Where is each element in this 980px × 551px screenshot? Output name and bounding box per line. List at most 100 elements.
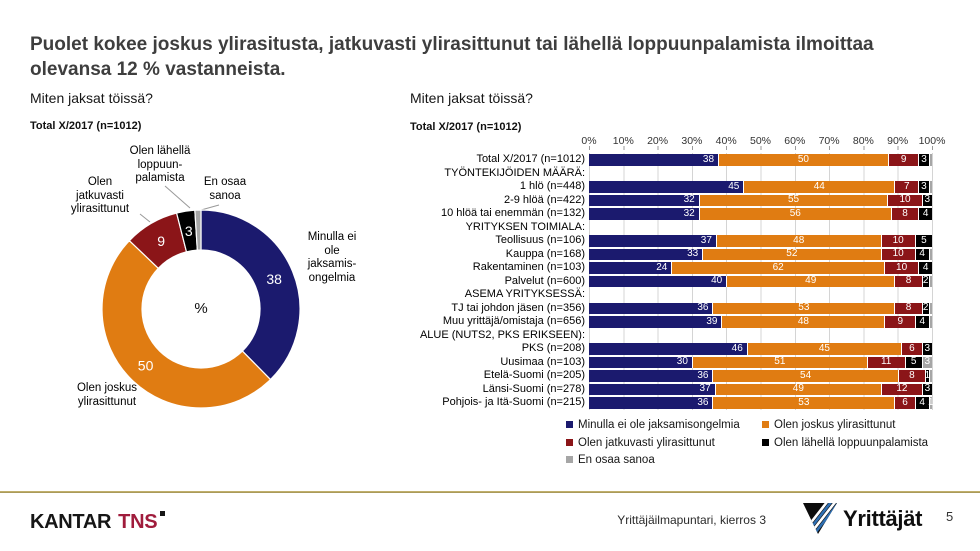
bar-value-label: 37 — [699, 383, 711, 395]
bar-segment-orange: 55 — [698, 194, 888, 206]
bar-segment-dark_red: 12 — [881, 383, 922, 395]
page-number: 5 — [946, 509, 954, 524]
stacked-bar: 37 49 12 3 — [589, 383, 932, 395]
bar-group-header-row: ALUE (NUTS2, PKS ERIKSEEN): — [410, 329, 934, 343]
report-label: Yrittäjäilmapuntari, kierros 3 — [617, 513, 766, 527]
bar-value-label: 32 — [683, 207, 695, 219]
donut-value-label: 9 — [157, 233, 165, 249]
donut-question: Miten jaksat töissä? — [30, 90, 153, 106]
bar-row: Länsi-Suomi (n=278) 37 49 12 3 — [410, 383, 934, 397]
bar-value-label: 24 — [656, 261, 668, 273]
bar-value-label: 5 — [921, 234, 927, 246]
bar-row: Etelä-Suomi (n=205) 36 54 8 1 — [410, 369, 934, 383]
bar-segment-orange: 44 — [743, 180, 895, 193]
bar-segment-navy: 38 — [589, 154, 719, 166]
bar-value-label: 12 — [896, 383, 908, 395]
donut-center-label: % — [194, 300, 208, 317]
bar-value-label: 36 — [697, 396, 709, 408]
bar-value-label: 49 — [792, 383, 804, 395]
bar-row: Muu yrittäjä/omistaja (n=656) 39 48 9 4 — [410, 315, 934, 329]
bar-row-label: ASEMA YRITYKSESSÄ: — [464, 288, 585, 301]
bar-value-label: 45 — [818, 342, 830, 354]
bar-segment-black: 3 — [918, 153, 929, 166]
bar-value-label: 4 — [919, 248, 925, 260]
stacked-bar: 24 62 10 4 — [589, 262, 932, 274]
donut-callout-continuous: Olen jatkuvasti ylirasittunut — [70, 176, 130, 215]
bar-segment-orange: 56 — [698, 208, 891, 220]
axis-tick-label: 50% — [749, 135, 772, 147]
bar-segment-orange: 50 — [718, 154, 888, 166]
bar-segment-dark_red: 8 — [894, 275, 922, 287]
bar-segment-gray — [928, 302, 932, 314]
bar-value-label: 6 — [909, 342, 915, 354]
footer-divider — [0, 491, 980, 493]
bar-value-label: 40 — [711, 275, 723, 287]
bar-value-label: 36 — [697, 369, 709, 381]
donut-value-label: 38 — [266, 271, 282, 287]
bar-value-label: 3 — [921, 153, 927, 165]
bar-segment-navy: 37 — [589, 235, 716, 247]
bar-row-label: Kauppa (n=168) — [505, 247, 585, 260]
bar-value-label: 32 — [683, 194, 695, 206]
legend-swatch-gray — [566, 456, 573, 463]
donut-value-label: 50 — [138, 357, 154, 373]
bar-row-label: Uusimaa (n=103) — [500, 355, 585, 368]
bar-value-label: 8 — [909, 369, 915, 381]
yrittajat-logo-text: Yrittäjät — [843, 505, 923, 531]
bar-value-label: 4 — [919, 396, 925, 408]
bar-value-label: 44 — [813, 180, 825, 192]
bar-value-label: 7 — [903, 180, 910, 192]
bar-segment-black: 4 — [914, 396, 929, 409]
legend-label: Olen jatkuvasti ylirasittunut — [578, 436, 715, 449]
axis-tick-label: 10% — [612, 135, 634, 147]
bar-row-label: Muu yrittäjä/omistaja (n=656) — [442, 315, 585, 328]
bar-value-label: 39 — [706, 315, 718, 327]
legend-swatch-navy — [566, 421, 573, 428]
bar-row-label: Etelä-Suomi (n=205) — [483, 369, 585, 382]
axis-tick-label: 100% — [918, 135, 946, 147]
legend-column: Minulla ei ole jaksamisongelmia Olen jatk… — [566, 419, 762, 472]
bar-segment-navy: 36 — [589, 369, 713, 382]
donut-chart: 38 50 9 3 — [101, 209, 301, 409]
stacked-bar: 36 54 8 1 — [589, 370, 932, 382]
bar-value-label: 3 — [924, 194, 931, 206]
bar-group-header-row: YRITYKSEN TOIMIALA: — [410, 221, 934, 235]
bar-value-label: 11 — [880, 356, 892, 368]
bar-segment-black: 3 — [921, 343, 932, 355]
bars-subtitle: Total X/2017 (n=1012) — [410, 121, 522, 133]
bar-value-label: 4 — [922, 207, 929, 219]
stacked-bar: 46 45 6 3 — [589, 343, 932, 355]
donut-callout-no-problems: Minulla ei ole jaksamis- ongelmia — [307, 231, 357, 284]
kantar-logo-text: KANTAR — [30, 511, 112, 533]
bar-value-label: 48 — [797, 315, 809, 327]
bar-segment-dark_red: 10 — [880, 248, 915, 260]
axis-tick-label: 30% — [681, 135, 703, 147]
stacked-bar: 36 53 6 4 1 — [589, 396, 934, 409]
axis-tick-label: 0% — [581, 135, 597, 147]
bar-segment-black: 3 — [921, 194, 932, 206]
donut-value-label: 3 — [185, 223, 193, 239]
axis-tick-label: 80% — [852, 135, 874, 147]
slide-title: Puolet kokee joskus ylirasitusta, jatkuv… — [30, 34, 874, 81]
bar-segment-navy: 24 — [589, 261, 672, 274]
stacked-bar: 36 53 8 2 — [589, 302, 932, 314]
bar-row-label: Total X/2017 (n=1012) — [476, 153, 585, 166]
bar-value-label: 49 — [805, 275, 817, 287]
axis-tick-marks — [589, 146, 933, 150]
bar-value-label: 2 — [922, 275, 929, 287]
kantar-tns-logo: KANTAR TNS — [30, 511, 166, 534]
bar-segment-black: 4 — [918, 262, 932, 274]
stacked-bar: 37 48 10 5 — [589, 235, 932, 247]
bar-segment-gray — [928, 181, 932, 193]
donut-callout-sometimes: Olen joskus ylirasittunut — [76, 382, 138, 408]
legend-swatch-dark_red — [566, 438, 573, 446]
bar-value-label: 45 — [728, 180, 740, 192]
bar-value-label: 62 — [772, 261, 784, 273]
donut-callout-burnout: Olen lähellä loppuun- palamista — [129, 145, 191, 184]
bar-value-label: 9 — [900, 153, 907, 165]
bar-segment-dark_red: 7 — [894, 180, 919, 193]
legend-item: Minulla ei ole jaksamisongelmia — [566, 419, 762, 432]
bar-row-label: TJ tai johdon jäsen (n=356) — [451, 301, 585, 314]
bar-row-label: TYÖNTEKIJÖIDEN MÄÄRÄ: — [444, 166, 585, 179]
legend-item: Olen jatkuvasti ylirasittunut — [566, 437, 762, 450]
